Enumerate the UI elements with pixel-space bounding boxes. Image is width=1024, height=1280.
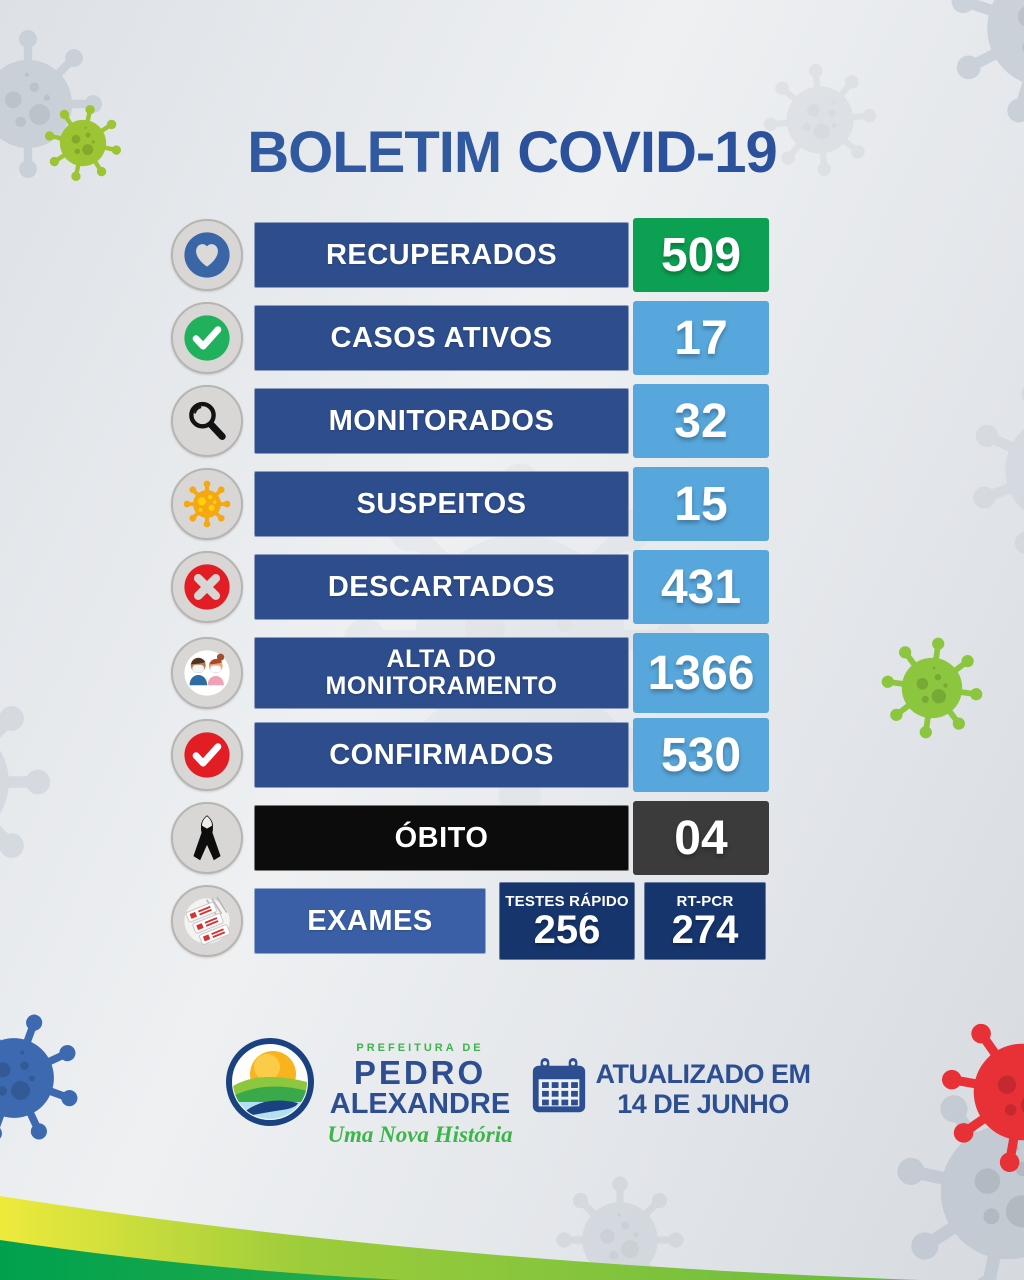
- exam-box-label: RT-PCR: [676, 893, 734, 910]
- stat-label: DESCARTADOS: [327, 570, 556, 603]
- stat-row-exames: EXAMES TESTES RÁPIDO 256 RT-PCR 274: [171, 882, 769, 960]
- stat-value-text: 431: [660, 560, 742, 614]
- stat-row-confirmados: CONFIRMADOS 530: [171, 718, 769, 792]
- stat-row-obito: ÓBITO 04: [171, 801, 769, 875]
- stats-list: RECUPERADOS 509 CASOS ATIVOS 17 MONITORADOS 3…: [171, 218, 769, 971]
- x-red-icon: [171, 551, 243, 623]
- exames-label: EXAMES: [307, 904, 433, 937]
- wave-light-green: [0, 1196, 920, 1280]
- title-boletim: BOLETIM: [247, 120, 502, 185]
- exam-box-testes-rapido: TESTES RÁPIDO 256: [499, 882, 635, 960]
- stat-label-line: ALTA DO: [386, 645, 497, 673]
- check-red-icon: [171, 719, 243, 791]
- title-covid19: COVID-19: [517, 120, 778, 185]
- stat-label-bar: SUSPEITOS: [254, 471, 629, 537]
- stat-value: 17: [633, 301, 769, 375]
- check-green-icon: [171, 302, 243, 374]
- stat-row-alta-monitoramento: ALTA DO MONITORAMENTO 1366: [171, 633, 769, 713]
- updated-line1: ATUALIZADO EM: [595, 1059, 811, 1089]
- stat-label: SUSPEITOS: [356, 487, 527, 520]
- stat-value-text: 509: [660, 228, 742, 282]
- brand-pedro: PEDRO: [353, 1054, 487, 1091]
- stat-label: ÓBITO: [394, 821, 489, 854]
- stat-label-bar: ALTA DO MONITORAMENTO: [254, 637, 629, 709]
- mourning-ribbon-icon: [171, 802, 243, 874]
- stat-label: CASOS ATIVOS: [330, 321, 553, 354]
- stat-row-suspeitos: SUSPEITOS 15: [171, 467, 769, 541]
- stat-value: 32: [633, 384, 769, 458]
- calendar-icon: [532, 1057, 586, 1113]
- wave-dark-green: [0, 1240, 403, 1280]
- blue-virus-bottom-left: [0, 992, 100, 1164]
- stat-label: CONFIRMADOS: [329, 738, 554, 771]
- stat-label-bar: CASOS ATIVOS: [254, 305, 629, 371]
- stat-value-text: 1366: [647, 646, 755, 700]
- stat-value: 04: [633, 801, 769, 875]
- brand-tagline: Uma Nova História: [327, 1122, 513, 1148]
- exam-box-label: TESTES RÁPIDO: [505, 893, 629, 910]
- brand-alexandre: ALEXANDRE: [329, 1088, 511, 1120]
- stat-row-descartados: DESCARTADOS 431: [171, 550, 769, 624]
- stat-label-line: MONITORAMENTO: [325, 672, 558, 700]
- covid-test-icon: [171, 885, 243, 957]
- page-title: BOLETIM COVID-19: [0, 124, 1024, 182]
- updated-date: ATUALIZADO EM 14 DE JUNHO: [594, 1059, 812, 1119]
- magnifier-icon: [171, 385, 243, 457]
- stat-value-text: 530: [660, 728, 742, 782]
- stat-label: RECUPERADOS: [325, 238, 558, 271]
- stat-label-bar: ÓBITO: [254, 805, 629, 871]
- stat-value-text: 32: [674, 394, 728, 448]
- stat-label: MONITORADOS: [328, 404, 555, 437]
- city-hall-logo-icon: [226, 1038, 314, 1126]
- people-masks-icon: [171, 637, 243, 709]
- brand-block: PREFEITURA DE PEDRO ALEXANDRE Uma Nova H…: [322, 1042, 518, 1148]
- stat-label-bar: RECUPERADOS: [254, 222, 629, 288]
- stat-label-bar: CONFIRMADOS: [254, 722, 629, 788]
- exam-box-value: 274: [671, 908, 739, 952]
- exam-box-value: 256: [533, 908, 601, 952]
- virus-orange-icon: [171, 468, 243, 540]
- stat-value-text: 04: [674, 811, 728, 865]
- stat-value: 530: [633, 718, 769, 792]
- stat-value-text: 17: [674, 311, 728, 365]
- exam-box-rt-pcr: RT-PCR 274: [644, 882, 766, 960]
- exames-label-bar: EXAMES: [254, 888, 486, 954]
- stat-label-bar: MONITORADOS: [254, 388, 629, 454]
- stat-row-monitorados: MONITORADOS 32: [171, 384, 769, 458]
- stat-row-casos-ativos: CASOS ATIVOS 17: [171, 301, 769, 375]
- stat-value: 15: [633, 467, 769, 541]
- stat-value: 1366: [633, 633, 769, 713]
- green-virus-right: [874, 630, 990, 746]
- heart-icon: [171, 219, 243, 291]
- updated-line2: 14 DE JUNHO: [617, 1088, 789, 1119]
- brand-prefeitura: PREFEITURA DE: [356, 1042, 484, 1054]
- stat-value-text: 15: [674, 477, 728, 531]
- stat-row-recuperados: RECUPERADOS 509: [171, 218, 769, 292]
- stat-label-bar: DESCARTADOS: [254, 554, 629, 620]
- stat-value: 509: [633, 218, 769, 292]
- stat-value: 431: [633, 550, 769, 624]
